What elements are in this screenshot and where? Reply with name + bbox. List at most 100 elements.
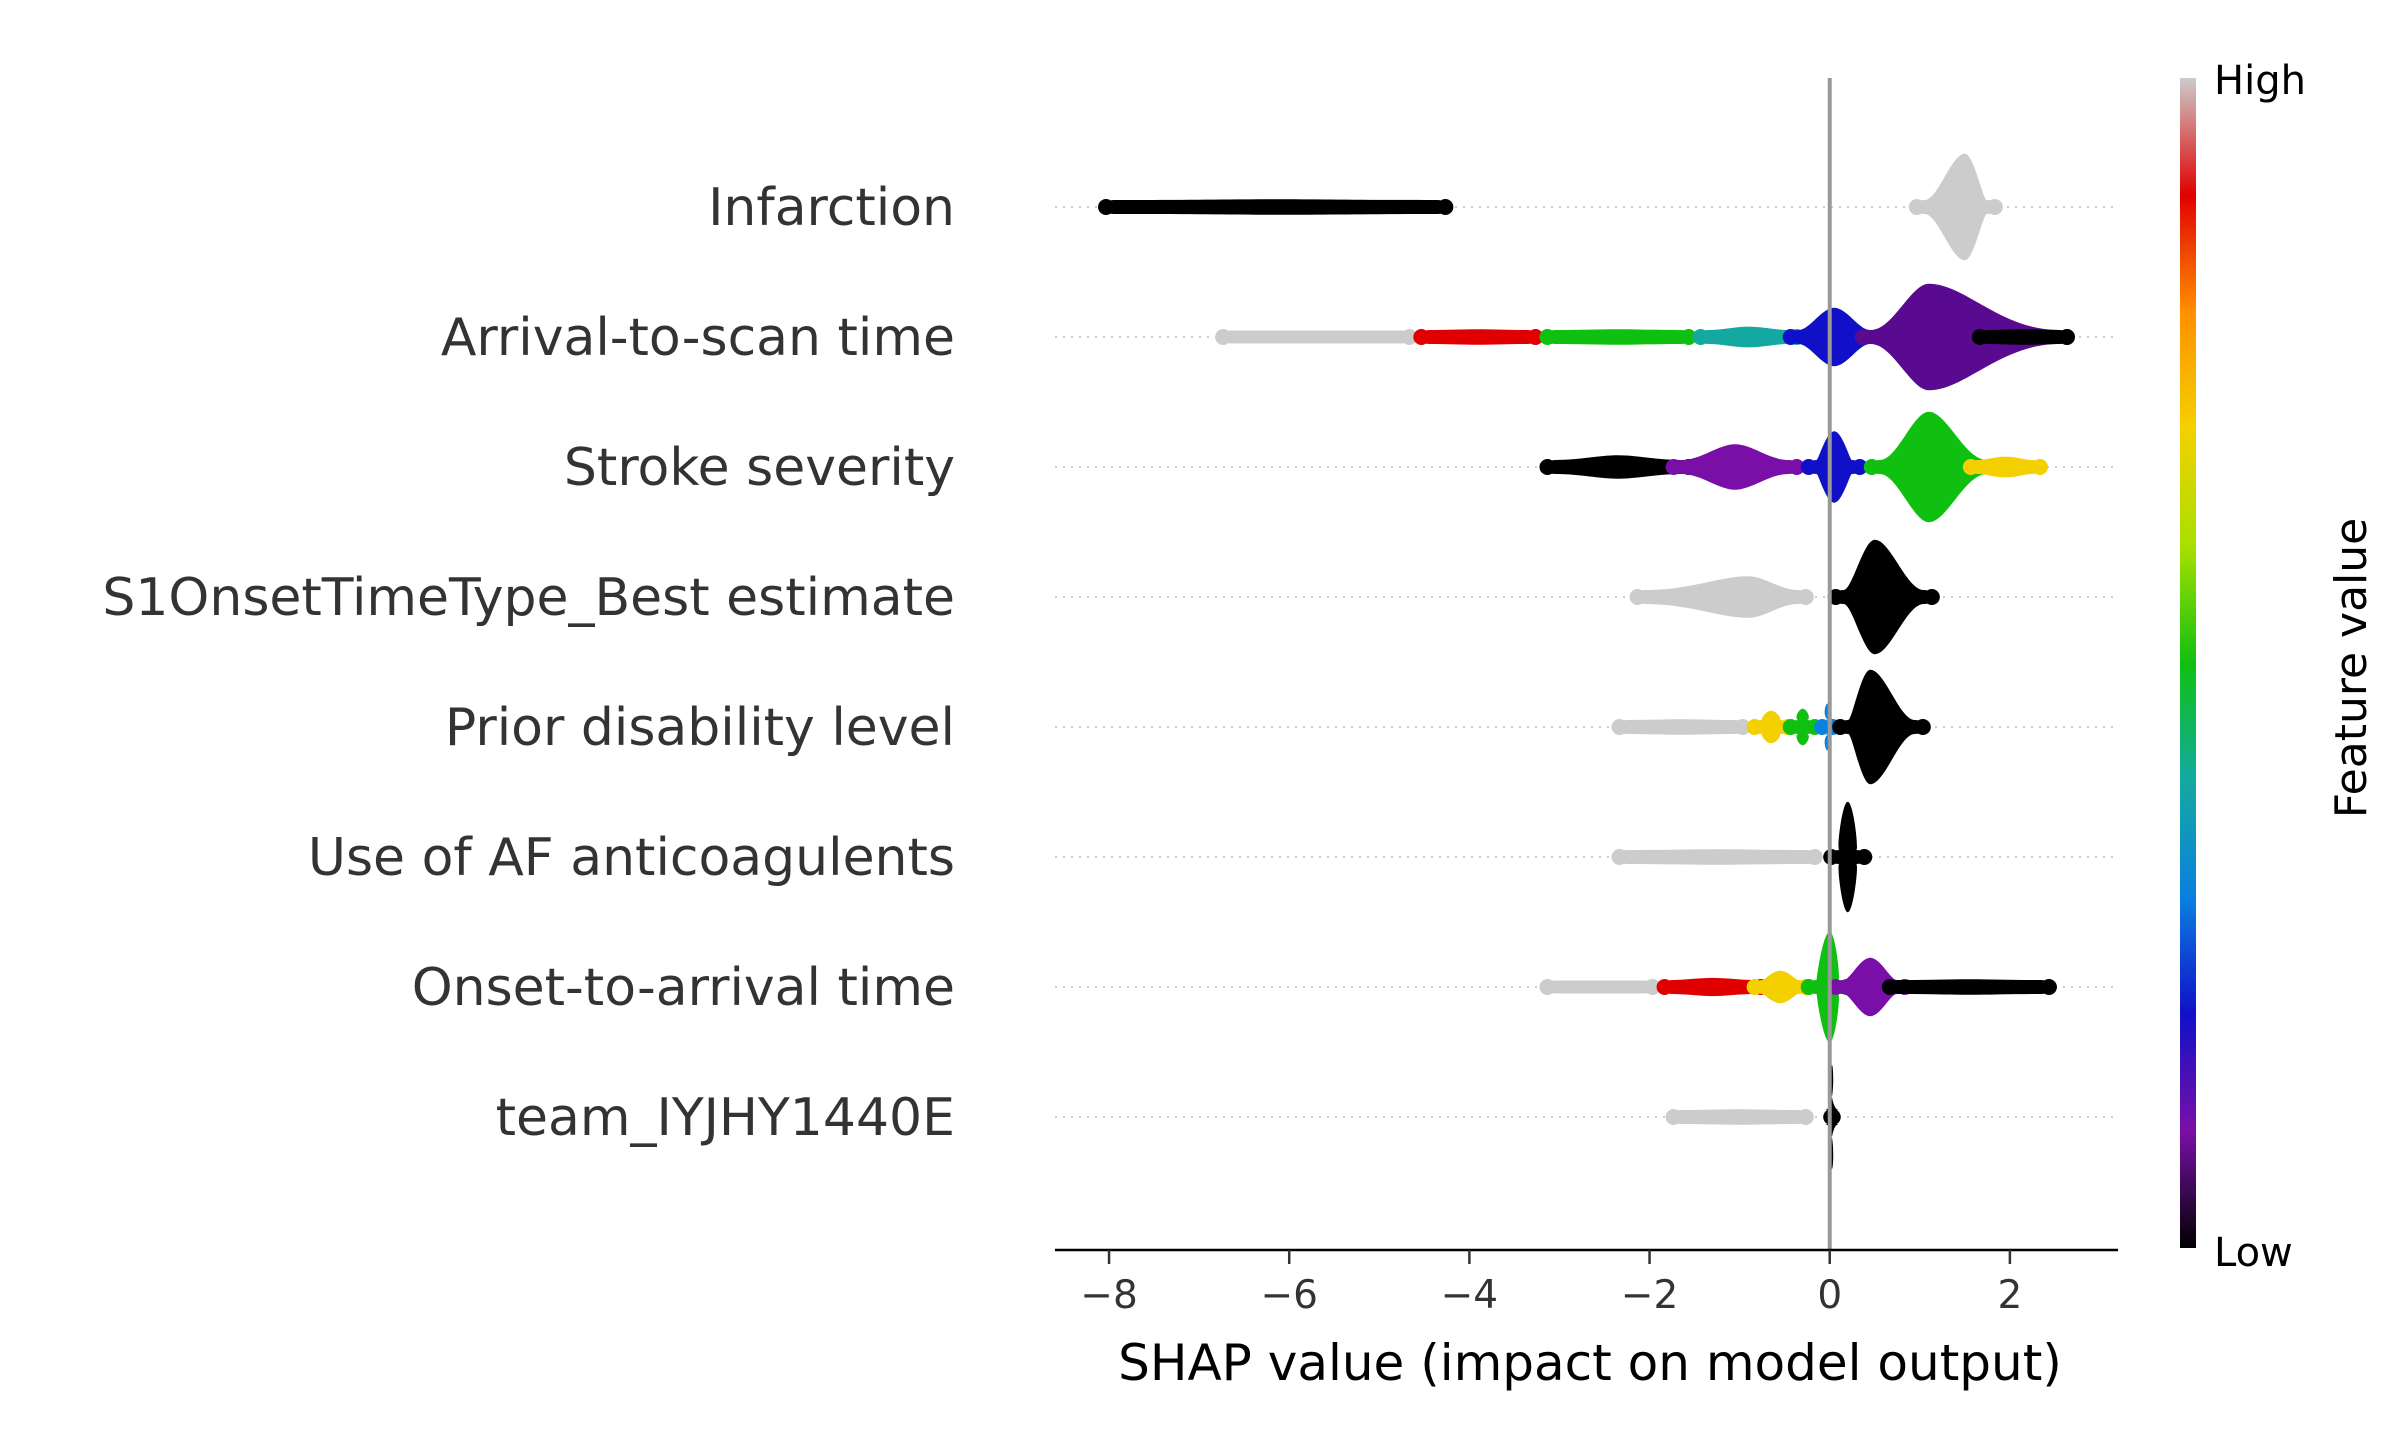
shap-point (1832, 719, 1849, 735)
shap-point (1692, 329, 1709, 345)
shap-point-cloud (1217, 330, 1416, 344)
shap-point (1401, 329, 1418, 345)
shap-point (1527, 329, 1544, 345)
shap-point-cloud (1802, 931, 1853, 1043)
shap-point (1854, 329, 1871, 345)
shap-point (1215, 329, 1232, 345)
shap-point (1800, 979, 1817, 995)
shap-point-cloud (1415, 329, 1542, 345)
feature-label: Onset-to-arrival time (412, 958, 955, 1018)
feature-row: Onset-to-arrival time (412, 931, 2118, 1043)
feature-label: Use of AF anticoagulents (308, 828, 955, 888)
shap-point (1413, 329, 1430, 345)
shap-point (2031, 459, 2048, 475)
shap-point (1539, 329, 1556, 345)
shap-point-cloud (1541, 980, 1659, 994)
feature-label: S1OnsetTimeType_Best estimate (102, 568, 955, 628)
shap-point-cloud (1829, 539, 1938, 655)
shap-point (1539, 459, 1556, 475)
shap-point-cloud (1541, 329, 1695, 345)
shap-point (1611, 849, 1628, 865)
colorbar-title: Feature value (2326, 518, 2377, 818)
shap-point (1863, 459, 1880, 475)
colorbar-high-label: High (2214, 58, 2306, 104)
shap-point-cloud (1802, 431, 1866, 503)
shap-point (1908, 199, 1925, 215)
x-tick-label: −2 (1621, 1273, 1679, 1318)
feature-label: Stroke severity (564, 438, 955, 498)
shap-point (2040, 979, 2057, 995)
shap-point-cloud (1541, 455, 1695, 479)
shap-point (1680, 329, 1697, 345)
shap-point (1797, 589, 1814, 605)
feature-row: team_IYJHY1440E (496, 1065, 2118, 1169)
shap-point-cloud (1748, 710, 1794, 744)
shap-point-cloud (1748, 970, 1812, 1004)
x-tick-label: 0 (1817, 1273, 1842, 1318)
shap-point-cloud (1658, 977, 1767, 997)
feature-label: Arrival-to-scan time (441, 308, 955, 368)
shap-point-cloud (1631, 576, 1812, 618)
feature-row: Arrival-to-scan time (441, 283, 2118, 391)
shap-point-cloud (1834, 669, 1929, 785)
shap-point-cloud (1964, 456, 2046, 478)
shap-point (1971, 329, 1988, 345)
shap-point-cloud (1667, 1109, 1812, 1125)
x-axis: −8 −6 −4 −2 0 2 (1055, 1248, 2118, 1318)
colorbar-gradient (2180, 78, 2196, 1248)
shap-point (1782, 719, 1799, 735)
shap-point (1746, 719, 1763, 735)
feature-row: Prior disability level (445, 669, 2118, 785)
shap-point (1806, 849, 1823, 865)
shap-point-cloud (1694, 326, 1803, 348)
x-tick-label: −6 (1260, 1273, 1318, 1318)
shap-point (1629, 589, 1646, 605)
shap-point (2058, 329, 2075, 345)
shap-point (1881, 979, 1898, 995)
shap-point-cloud (1883, 979, 2055, 995)
shap-point-cloud (1825, 801, 1871, 913)
shap-point (1788, 459, 1805, 475)
shap-point-cloud (1613, 719, 1749, 735)
shap-point-cloud (1784, 307, 1884, 367)
shap-point-cloud (1910, 153, 2001, 261)
shap-point (1644, 979, 1661, 995)
x-tick-label: −8 (1080, 1273, 1138, 1318)
shap-point (1824, 1109, 1841, 1125)
shap-point-cloud (1784, 708, 1821, 746)
shap-point (1851, 459, 1868, 475)
shap-point (1914, 719, 1931, 735)
feature-row: Stroke severity (564, 411, 2118, 523)
feature-row: Infarction (708, 153, 2118, 261)
shap-point-cloud (1856, 283, 2073, 391)
x-axis-title: SHAP value (impact on model output) (1118, 1334, 2062, 1392)
colorbar-low-label: Low (2214, 1230, 2293, 1276)
shap-point (1923, 589, 1940, 605)
feature-row: Use of AF anticoagulents (308, 801, 2118, 913)
shap-point-cloud (1100, 199, 1452, 215)
shap-point (1746, 979, 1763, 995)
shap-point (1734, 719, 1751, 735)
shap-point (1539, 979, 1556, 995)
feature-label: Infarction (708, 178, 955, 238)
shap-point (1962, 459, 1979, 475)
feature-rows: Infarction Arrival-to-scan time Stroke sev… (102, 153, 2118, 1169)
x-tick-label: −4 (1441, 1273, 1499, 1318)
feature-label: team_IYJHY1440E (496, 1088, 955, 1148)
shap-point (1098, 199, 1115, 215)
shap-point (1986, 199, 2003, 215)
x-tick-label: 2 (1997, 1273, 2022, 1318)
shap-point-cloud (1865, 411, 2001, 523)
shap-point (1611, 719, 1628, 735)
feature-row: S1OnsetTimeType_Best estimate (102, 539, 2118, 655)
shap-point-cloud (1667, 444, 1803, 490)
shap-point-cloud (1829, 957, 1911, 1017)
shap-point-cloud (1973, 329, 2073, 345)
shap-point (1782, 329, 1799, 345)
shap-point (1665, 1109, 1682, 1125)
shap-point (1656, 979, 1673, 995)
shap-point (1797, 1109, 1814, 1125)
shap-point-cloud (1613, 849, 1821, 865)
shap-point (1437, 199, 1454, 215)
